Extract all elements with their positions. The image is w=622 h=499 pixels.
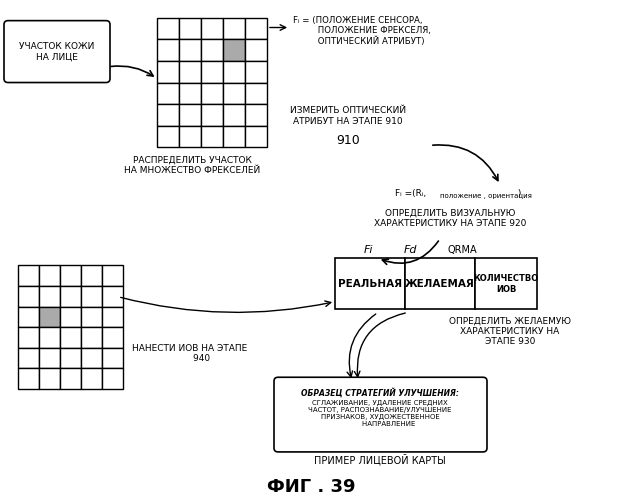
Text: РАСПРЕДЕЛИТЬ УЧАСТОК
НА МНОЖЕСТВО ФРЕКСЕЛЕЙ: РАСПРЕДЕЛИТЬ УЧАСТОК НА МНОЖЕСТВО ФРЕКСЕ…	[124, 155, 260, 175]
Bar	[39, 327, 60, 348]
Bar	[102, 368, 123, 389]
Text: Fᵢ =(Rᵢ,: Fᵢ =(Rᵢ,	[395, 189, 426, 198]
Bar	[102, 306, 123, 327]
Text: Fi: Fi	[363, 246, 373, 255]
Bar	[335, 258, 405, 309]
Bar	[39, 286, 60, 306]
Bar	[39, 368, 60, 389]
Bar	[18, 306, 39, 327]
Bar	[405, 258, 475, 309]
Bar	[81, 286, 102, 306]
Bar	[201, 17, 223, 39]
Bar	[223, 17, 245, 39]
Bar	[223, 104, 245, 126]
Bar	[102, 348, 123, 368]
Text: ОБРАЗЕЦ СТРАТЕГИЙ УЛУЧШЕНИЯ:: ОБРАЗЕЦ СТРАТЕГИЙ УЛУЧШЕНИЯ:	[301, 388, 459, 398]
Bar	[245, 126, 267, 147]
Bar	[60, 327, 81, 348]
Bar	[179, 104, 201, 126]
Bar	[223, 39, 245, 61]
Bar	[157, 61, 179, 82]
Text: НАНЕСТИ ИОВ НА ЭТАПЕ
        940: НАНЕСТИ ИОВ НА ЭТАПЕ 940	[132, 344, 248, 363]
Bar	[39, 306, 60, 327]
Text: QRMA: QRMA	[447, 246, 477, 255]
Text: КОЛИЧЕСТВО
ИОВ: КОЛИЧЕСТВО ИОВ	[473, 274, 539, 293]
Bar	[18, 265, 39, 286]
Text: ФИГ . 39: ФИГ . 39	[267, 479, 355, 497]
Bar	[102, 327, 123, 348]
Bar	[223, 126, 245, 147]
Bar	[223, 82, 245, 104]
Bar	[179, 82, 201, 104]
Bar	[157, 104, 179, 126]
Bar	[102, 286, 123, 306]
Bar	[245, 104, 267, 126]
Bar	[18, 286, 39, 306]
Text: ПРИМЕР ЛИЦЕВОЙ КАРТЫ: ПРИМЕР ЛИЦЕВОЙ КАРТЫ	[314, 454, 446, 466]
Bar	[245, 61, 267, 82]
Text: ЖЕЛАЕМАЯ: ЖЕЛАЕМАЯ	[405, 279, 475, 289]
Text: РЕАЛЬНАЯ: РЕАЛЬНАЯ	[338, 279, 402, 289]
Text: ): )	[515, 189, 521, 198]
Bar	[60, 368, 81, 389]
FancyBboxPatch shape	[274, 377, 487, 452]
Bar	[39, 348, 60, 368]
Bar	[39, 265, 60, 286]
Bar	[60, 265, 81, 286]
Bar	[201, 39, 223, 61]
Bar	[102, 265, 123, 286]
Bar	[157, 39, 179, 61]
Text: ИЗМЕРИТЬ ОПТИЧЕСКИЙ
АТРИБУТ НА ЭТАПЕ 910: ИЗМЕРИТЬ ОПТИЧЕСКИЙ АТРИБУТ НА ЭТАПЕ 910	[290, 106, 406, 126]
Text: ОПРЕДЕЛИТЬ ВИЗУАЛЬНУЮ
ХАРАКТЕРИСТИКУ НА ЭТАПЕ 920: ОПРЕДЕЛИТЬ ВИЗУАЛЬНУЮ ХАРАКТЕРИСТИКУ НА …	[374, 208, 526, 228]
Bar	[201, 104, 223, 126]
Bar	[201, 82, 223, 104]
Bar	[179, 61, 201, 82]
Bar	[81, 348, 102, 368]
Text: СГЛАЖИВАНИЕ, УДАЛЕНИЕ СРЕДНИХ
ЧАСТОТ, РАСПОЗНАВАНИЕ/УЛУЧШЕНИЕ
ПРИЗНАКОВ, ХУДОЖЕС: СГЛАЖИВАНИЕ, УДАЛЕНИЕ СРЕДНИХ ЧАСТОТ, РА…	[309, 400, 452, 427]
Bar	[18, 348, 39, 368]
Text: Fᵢ = (ПОЛОЖЕНИЕ СЕНСОРА,
         ПОЛОЖЕНИЕ ФРЕКСЕЛЯ,
         ОПТИЧЕСКИЙ АТРИБУ: Fᵢ = (ПОЛОЖЕНИЕ СЕНСОРА, ПОЛОЖЕНИЕ ФРЕКС…	[293, 16, 431, 46]
Bar	[18, 327, 39, 348]
Bar	[179, 126, 201, 147]
Bar	[201, 61, 223, 82]
Bar	[60, 348, 81, 368]
Bar	[81, 327, 102, 348]
Bar	[18, 368, 39, 389]
Bar	[475, 258, 537, 309]
Bar	[157, 82, 179, 104]
Bar	[179, 39, 201, 61]
Text: УЧАСТОК КОЖИ
НА ЛИЦЕ: УЧАСТОК КОЖИ НА ЛИЦЕ	[19, 42, 95, 62]
Bar	[157, 17, 179, 39]
Bar	[81, 306, 102, 327]
Bar	[201, 126, 223, 147]
Bar	[157, 126, 179, 147]
Text: Fd: Fd	[403, 246, 417, 255]
Bar	[245, 82, 267, 104]
Text: ОПРЕДЕЛИТЬ ЖЕЛАЕМУЮ
ХАРАКТЕРИСТИКУ НА
ЭТАПЕ 930: ОПРЕДЕЛИТЬ ЖЕЛАЕМУЮ ХАРАКТЕРИСТИКУ НА ЭТ…	[449, 316, 571, 346]
Bar	[223, 61, 245, 82]
Bar	[81, 265, 102, 286]
Text: положение , ориентация: положение , ориентация	[440, 193, 532, 199]
Bar	[81, 368, 102, 389]
Bar	[245, 39, 267, 61]
FancyBboxPatch shape	[4, 20, 110, 82]
Bar	[179, 17, 201, 39]
Bar	[245, 17, 267, 39]
Bar	[60, 286, 81, 306]
Bar	[60, 306, 81, 327]
Text: 910: 910	[336, 134, 360, 147]
